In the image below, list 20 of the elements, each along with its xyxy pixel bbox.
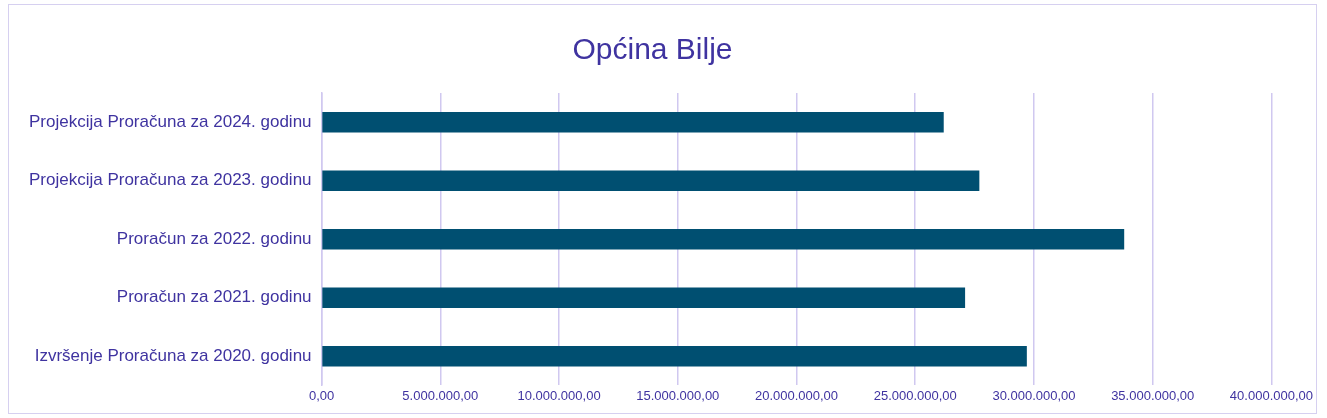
x-tick-label: 40.000.000,00 — [1229, 387, 1313, 403]
x-tick-label: 5.000.000,00 — [402, 387, 479, 403]
x-tick-label: 0,00 — [308, 387, 335, 403]
bar — [322, 228, 1125, 250]
x-tick-label: 10.000.000,00 — [517, 387, 601, 403]
x-tick-label: 20.000.000,00 — [754, 387, 839, 403]
y-tick-label: Projekcija Proračuna za 2023. godinu — [28, 170, 312, 190]
x-tick-label: 15.000.000,00 — [636, 387, 720, 403]
bar — [322, 287, 966, 308]
y-tick-label: Projekcija Proračuna za 2024. godinu — [28, 111, 312, 131]
y-tick-label: Proračun za 2022. godinu — [116, 228, 312, 248]
x-tick-label: 25.000.000,00 — [873, 387, 957, 403]
chart-title: Općina Bilje — [572, 32, 733, 66]
bar — [322, 112, 944, 133]
y-tick-label: Izvršenje Proračuna za 2020. godinu — [34, 345, 312, 365]
x-tick-label: 35.000.000,00 — [1111, 387, 1195, 403]
bar — [322, 345, 1027, 367]
bar — [322, 170, 980, 191]
y-tick-label: Proračun za 2021. godinu — [116, 287, 312, 307]
x-tick-label: 30.000.000,00 — [992, 387, 1076, 403]
